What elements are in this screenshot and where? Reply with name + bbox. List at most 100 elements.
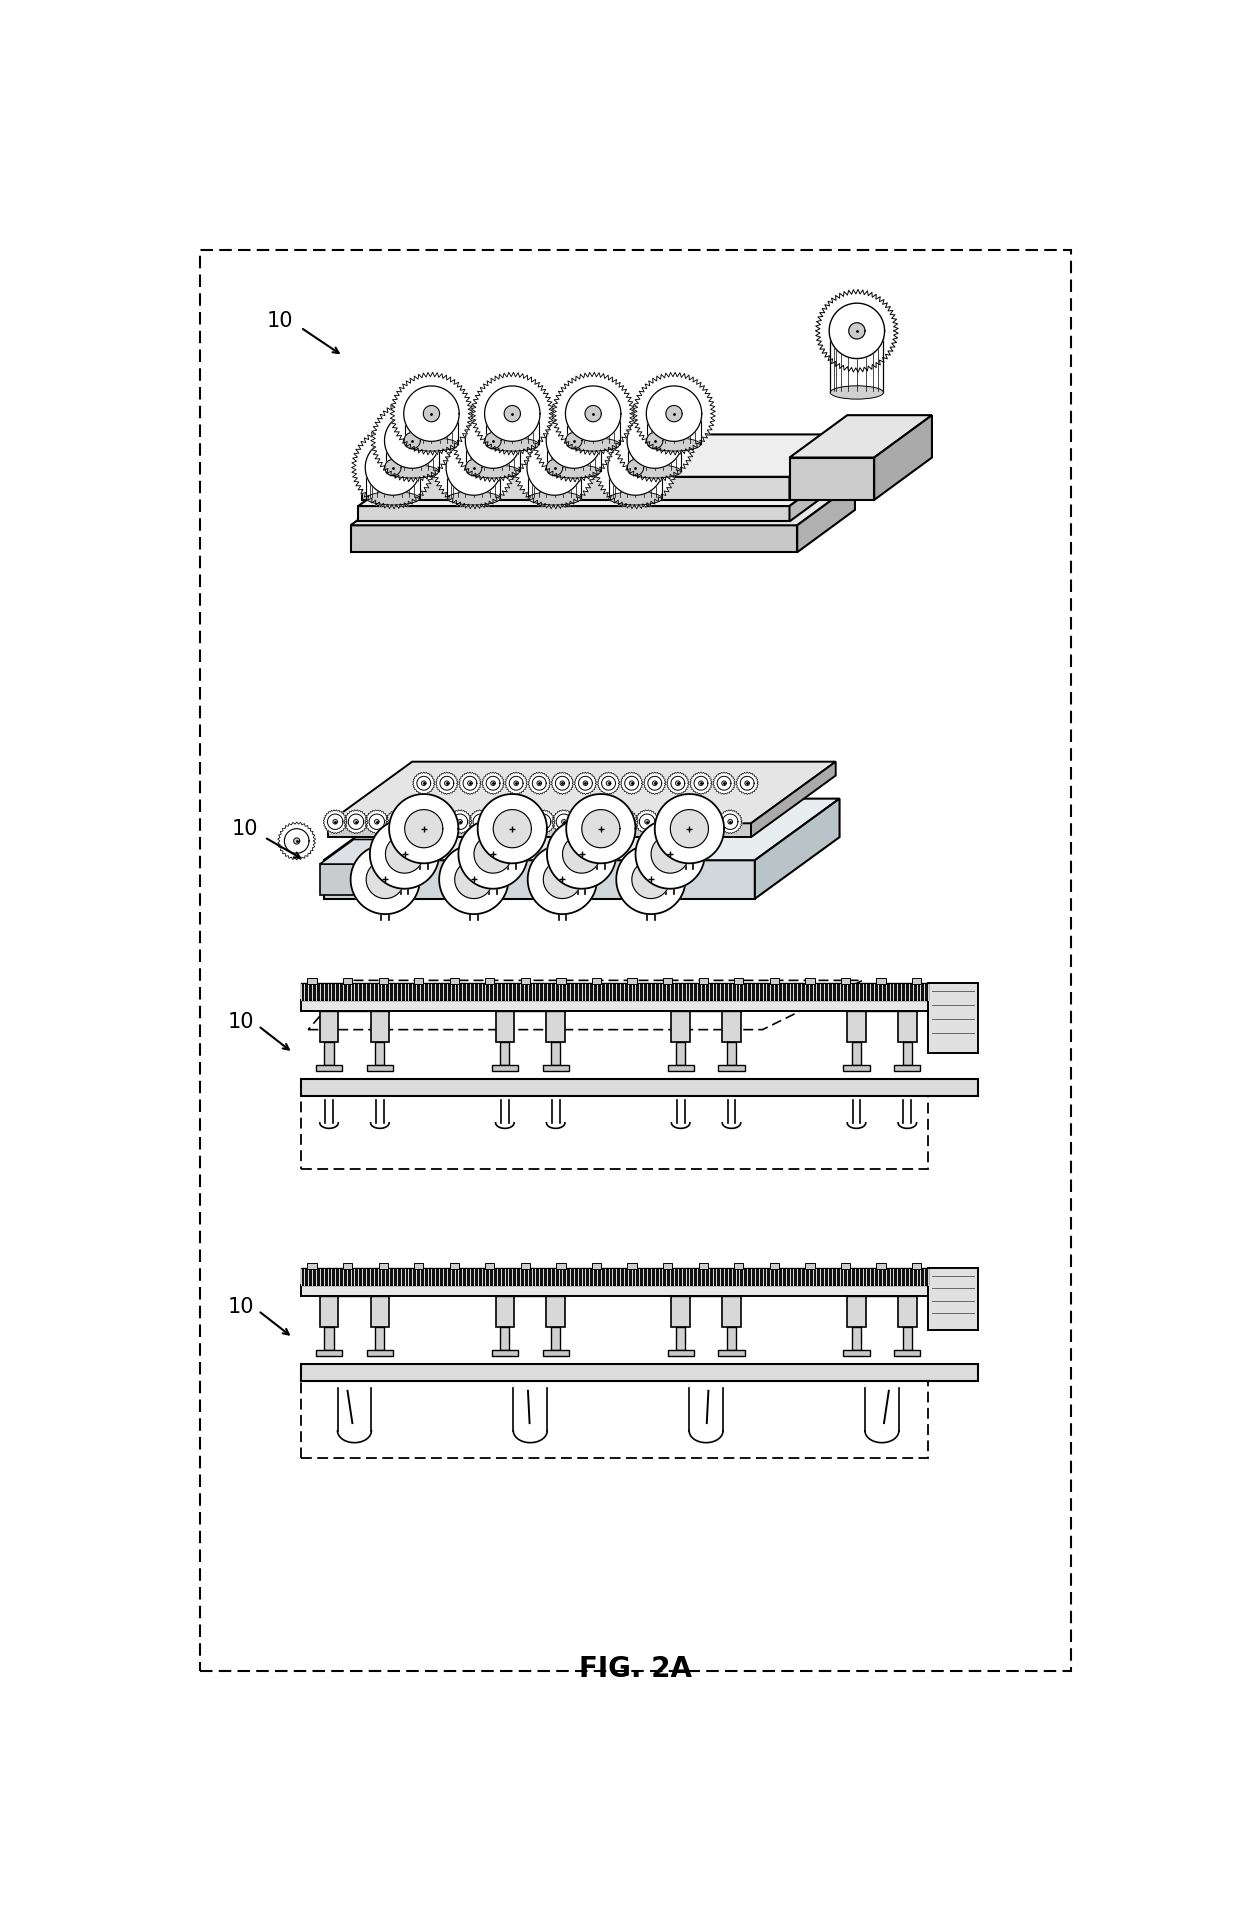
Polygon shape <box>543 1350 569 1356</box>
Polygon shape <box>370 814 384 830</box>
Polygon shape <box>632 372 715 456</box>
Polygon shape <box>466 460 482 475</box>
Polygon shape <box>671 810 708 849</box>
Polygon shape <box>841 1262 851 1270</box>
Polygon shape <box>843 1066 869 1072</box>
Polygon shape <box>848 322 866 339</box>
Polygon shape <box>697 810 722 833</box>
Polygon shape <box>616 845 686 913</box>
Polygon shape <box>300 1001 928 1011</box>
Polygon shape <box>852 1327 861 1350</box>
Polygon shape <box>320 1297 339 1327</box>
Polygon shape <box>471 372 553 456</box>
Polygon shape <box>894 1350 920 1356</box>
Polygon shape <box>378 1262 388 1270</box>
Polygon shape <box>740 776 754 789</box>
Polygon shape <box>563 835 600 873</box>
Polygon shape <box>677 810 701 833</box>
Polygon shape <box>537 782 542 786</box>
Polygon shape <box>352 425 434 509</box>
Polygon shape <box>500 1327 510 1350</box>
Polygon shape <box>567 793 635 864</box>
Polygon shape <box>647 776 662 789</box>
Polygon shape <box>594 810 618 833</box>
Polygon shape <box>689 1430 723 1444</box>
Polygon shape <box>435 772 458 795</box>
Polygon shape <box>574 772 596 795</box>
Polygon shape <box>667 1350 693 1356</box>
Polygon shape <box>528 772 551 795</box>
Polygon shape <box>327 761 836 824</box>
Polygon shape <box>404 385 459 441</box>
Polygon shape <box>636 820 704 889</box>
Polygon shape <box>446 441 501 496</box>
Polygon shape <box>847 1011 866 1041</box>
Polygon shape <box>450 1262 459 1270</box>
Polygon shape <box>579 776 593 789</box>
Polygon shape <box>459 772 481 795</box>
Polygon shape <box>351 845 420 913</box>
Polygon shape <box>496 1297 515 1327</box>
Polygon shape <box>513 425 596 509</box>
Polygon shape <box>727 1041 737 1066</box>
Polygon shape <box>583 782 588 786</box>
Polygon shape <box>898 1011 916 1041</box>
Polygon shape <box>413 772 435 795</box>
Polygon shape <box>278 822 315 860</box>
Polygon shape <box>676 1327 686 1350</box>
Polygon shape <box>898 1297 916 1327</box>
Polygon shape <box>694 776 708 789</box>
Polygon shape <box>324 810 347 833</box>
Polygon shape <box>327 824 751 837</box>
Polygon shape <box>536 814 551 830</box>
Polygon shape <box>320 1011 339 1041</box>
Polygon shape <box>667 772 689 795</box>
Polygon shape <box>547 460 563 475</box>
Polygon shape <box>598 772 620 795</box>
Polygon shape <box>370 820 439 889</box>
Text: 10: 10 <box>228 1013 254 1032</box>
Polygon shape <box>348 814 363 830</box>
Polygon shape <box>552 772 573 795</box>
Polygon shape <box>510 776 523 789</box>
Polygon shape <box>790 416 932 458</box>
Polygon shape <box>511 810 534 833</box>
Polygon shape <box>332 820 337 824</box>
Polygon shape <box>565 433 582 448</box>
Polygon shape <box>591 978 601 984</box>
Polygon shape <box>627 1262 636 1270</box>
Polygon shape <box>591 1262 601 1270</box>
Ellipse shape <box>647 439 701 452</box>
Polygon shape <box>494 810 532 849</box>
Polygon shape <box>582 810 620 849</box>
Polygon shape <box>686 820 691 824</box>
Polygon shape <box>713 772 735 795</box>
Polygon shape <box>557 1262 565 1270</box>
Polygon shape <box>877 1262 885 1270</box>
Polygon shape <box>676 1041 686 1066</box>
Polygon shape <box>300 1079 978 1097</box>
Polygon shape <box>492 1066 518 1072</box>
Polygon shape <box>513 782 518 786</box>
Polygon shape <box>627 460 644 475</box>
Polygon shape <box>547 1011 565 1041</box>
Polygon shape <box>583 820 587 824</box>
Polygon shape <box>718 1066 744 1072</box>
Polygon shape <box>367 1066 393 1072</box>
Polygon shape <box>417 776 430 789</box>
Polygon shape <box>671 776 684 789</box>
Polygon shape <box>389 793 459 864</box>
Polygon shape <box>608 441 663 496</box>
Polygon shape <box>450 978 459 984</box>
Polygon shape <box>877 978 885 984</box>
Polygon shape <box>702 814 717 830</box>
Polygon shape <box>324 799 839 860</box>
Polygon shape <box>410 814 427 830</box>
Polygon shape <box>847 1297 866 1327</box>
Polygon shape <box>343 1262 352 1270</box>
Polygon shape <box>378 978 388 984</box>
Polygon shape <box>790 463 847 521</box>
Polygon shape <box>557 978 565 984</box>
Polygon shape <box>635 810 658 833</box>
Polygon shape <box>284 830 309 852</box>
